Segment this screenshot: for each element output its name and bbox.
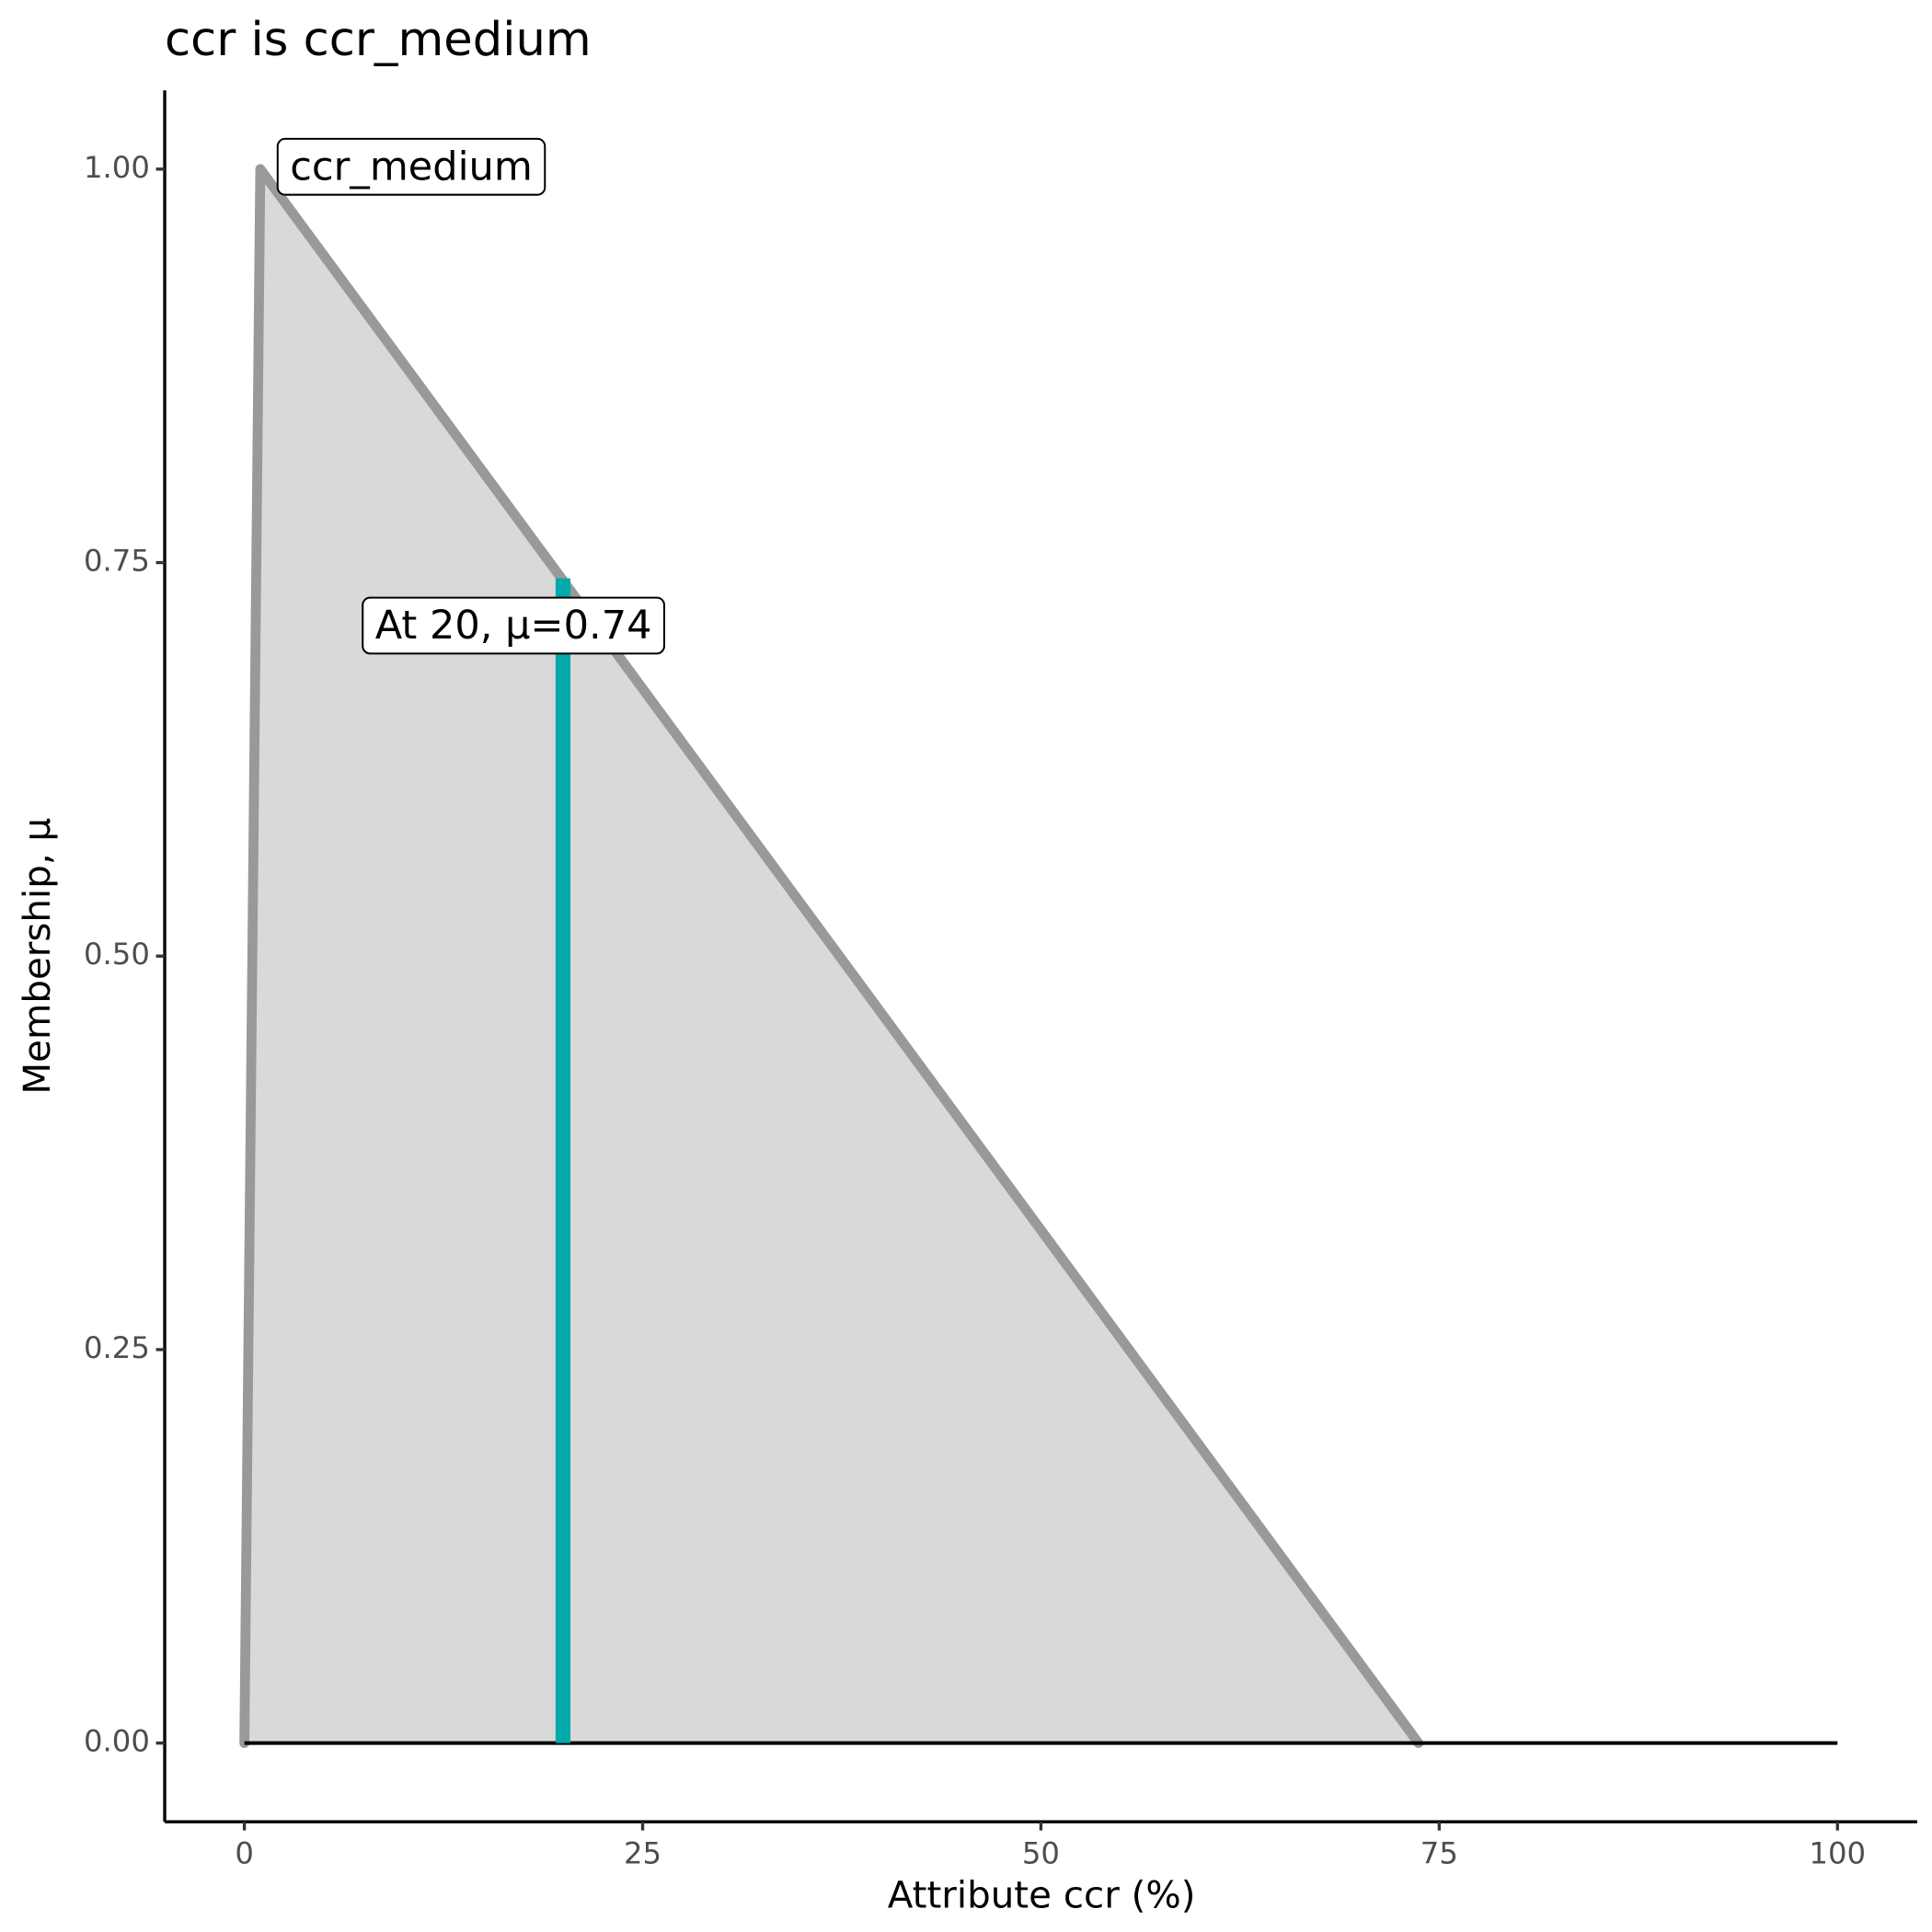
x-tick-label: 0 [235, 1836, 254, 1871]
y-tick-label: 0.00 [84, 1724, 150, 1759]
x-tick-label: 50 [1022, 1836, 1060, 1871]
y-axis-label: Membership, μ [16, 818, 59, 1095]
x-tick-label: 75 [1420, 1836, 1458, 1871]
y-tick-label: 1.00 [84, 150, 150, 185]
marker-bar [555, 578, 571, 1743]
x-tick-label: 100 [1809, 1836, 1866, 1871]
membership-line [239, 164, 1424, 1749]
y-tick-label: 0.25 [84, 1330, 150, 1365]
chart-title: ccr is ccr_medium [165, 13, 592, 67]
x-axis-label: Attribute ccr (%) [888, 1873, 1196, 1916]
marker-label: At 20, μ=0.74 [375, 603, 652, 649]
y-tick-label: 0.50 [84, 937, 150, 972]
marker-label-box [362, 596, 665, 655]
series-label-box [276, 137, 546, 196]
x-tick-label: 25 [624, 1836, 661, 1871]
y-tick-label: 0.75 [84, 544, 150, 579]
series-label: ccr_medium [290, 144, 533, 190]
